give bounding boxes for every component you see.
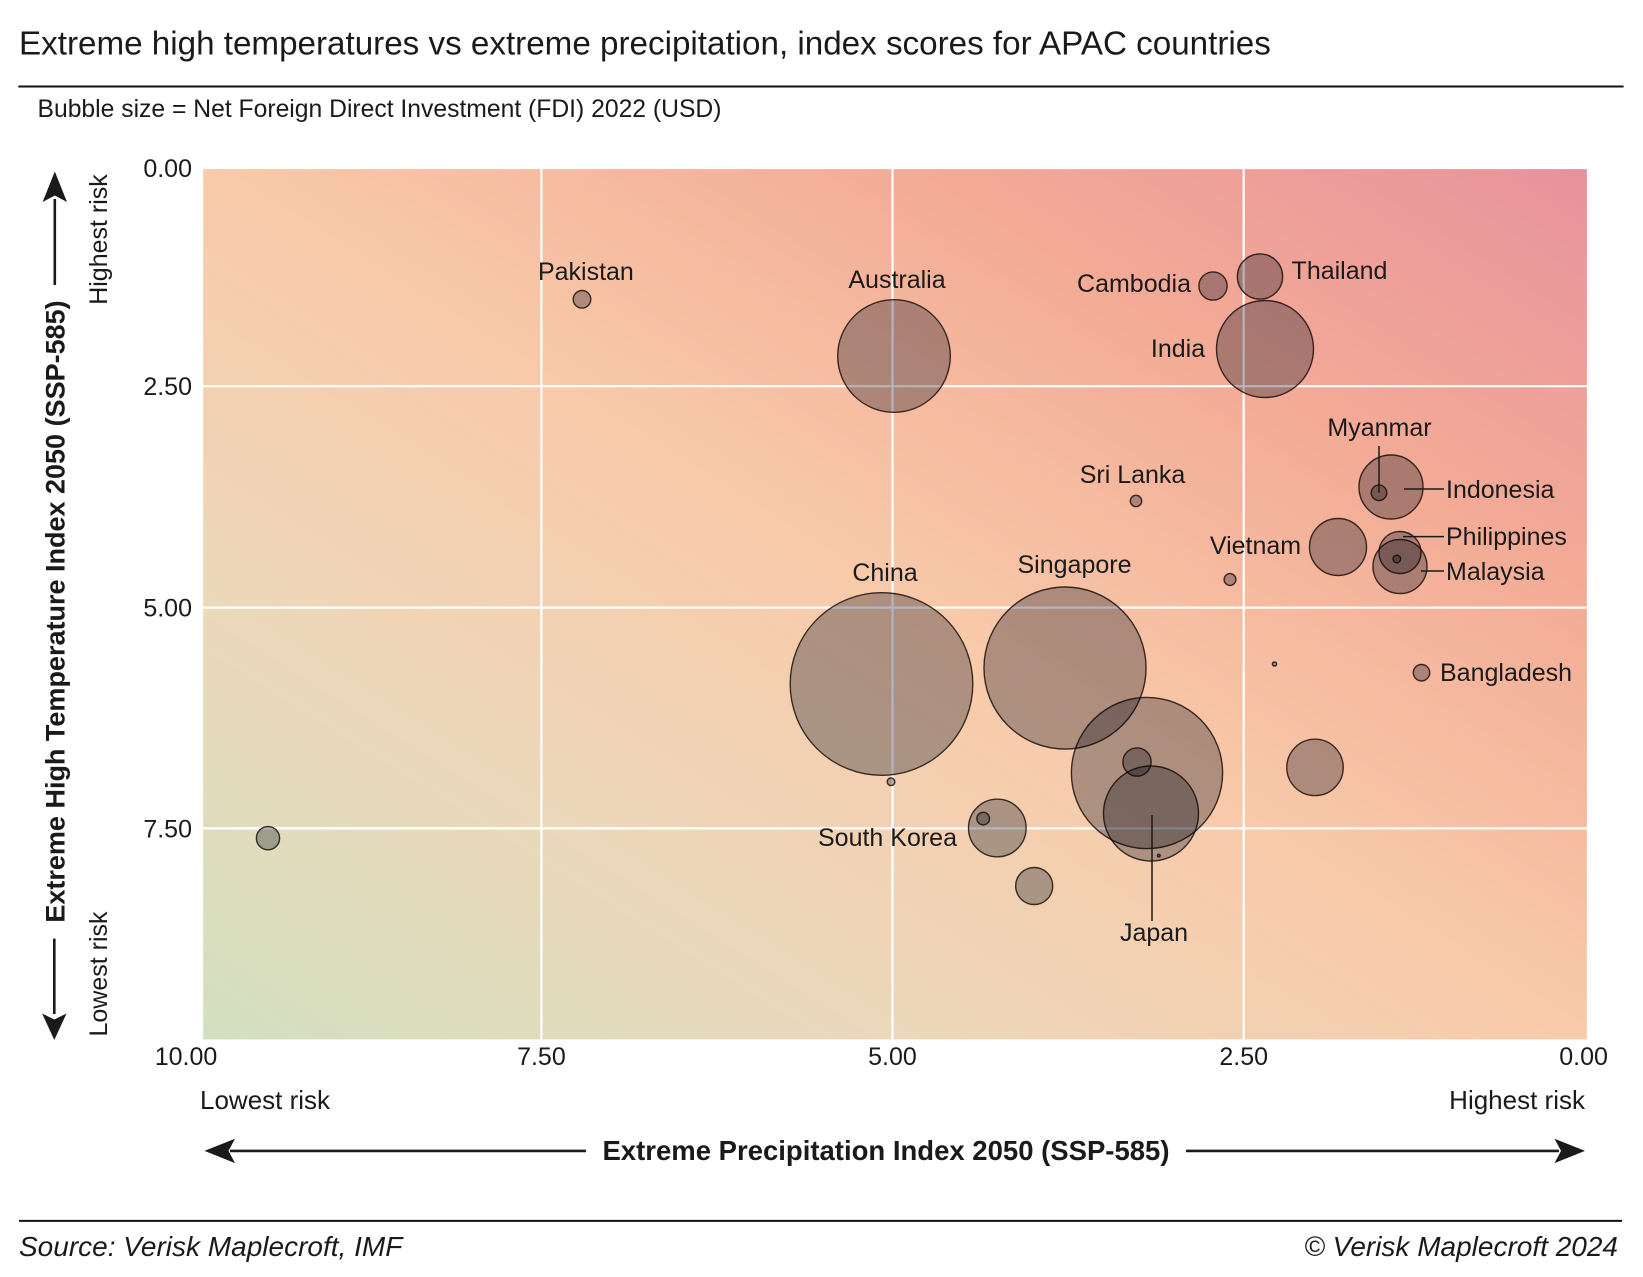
svg-text:Extreme high temperatures vs e: Extreme high temperatures vs extreme pre… [19, 26, 1271, 63]
svg-text:2.50: 2.50 [143, 373, 192, 401]
svg-text:© Verisk Maplecroft 2024: © Verisk Maplecroft 2024 [1304, 1231, 1618, 1262]
svg-text:South Korea: South Korea [818, 824, 957, 852]
svg-text:China: China [852, 559, 917, 587]
svg-text:10.00: 10.00 [155, 1043, 218, 1071]
svg-text:0.00: 0.00 [1559, 1043, 1608, 1071]
svg-text:Indonesia: Indonesia [1446, 476, 1555, 504]
svg-text:7.50: 7.50 [143, 815, 192, 843]
svg-text:Thailand: Thailand [1292, 257, 1388, 285]
svg-text:Australia: Australia [848, 266, 945, 294]
svg-text:5.00: 5.00 [143, 595, 192, 623]
svg-text:Lowest risk: Lowest risk [85, 911, 113, 1037]
svg-text:Cambodia: Cambodia [1077, 270, 1191, 298]
svg-text:Source: Verisk Maplecroft, IMF: Source: Verisk Maplecroft, IMF [19, 1231, 404, 1262]
svg-text:Highest risk: Highest risk [85, 174, 113, 305]
svg-text:2.50: 2.50 [1219, 1043, 1268, 1071]
svg-text:Extreme High Temperature Index: Extreme High Temperature Index 2050 (SSP… [41, 300, 71, 922]
svg-text:Malaysia: Malaysia [1446, 558, 1545, 586]
svg-text:Pakistan: Pakistan [538, 258, 634, 286]
svg-text:7.50: 7.50 [517, 1043, 566, 1071]
svg-text:Myanmar: Myanmar [1327, 414, 1431, 442]
svg-text:Lowest risk: Lowest risk [200, 1085, 331, 1115]
svg-text:Philippines: Philippines [1446, 523, 1567, 551]
svg-text:5.00: 5.00 [868, 1043, 917, 1071]
svg-text:Singapore: Singapore [1018, 551, 1132, 579]
svg-text:Vietnam: Vietnam [1210, 532, 1301, 560]
svg-text:0.00: 0.00 [143, 155, 192, 183]
svg-text:Japan: Japan [1120, 919, 1188, 947]
svg-text:Extreme Precipitation Index 20: Extreme Precipitation Index 2050 (SSP-58… [602, 1135, 1169, 1166]
svg-text:Bangladesh: Bangladesh [1440, 659, 1572, 687]
svg-text:Highest risk: Highest risk [1449, 1085, 1586, 1115]
svg-text:India: India [1151, 335, 1205, 363]
svg-text:Sri Lanka: Sri Lanka [1080, 461, 1186, 489]
svg-text:Bubble size = Net Foreign Dire: Bubble size = Net Foreign Direct Investm… [38, 96, 722, 123]
